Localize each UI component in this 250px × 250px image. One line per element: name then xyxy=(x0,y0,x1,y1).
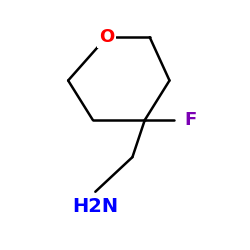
Text: H2N: H2N xyxy=(72,197,118,216)
Text: O: O xyxy=(99,28,114,46)
Text: F: F xyxy=(184,111,196,129)
